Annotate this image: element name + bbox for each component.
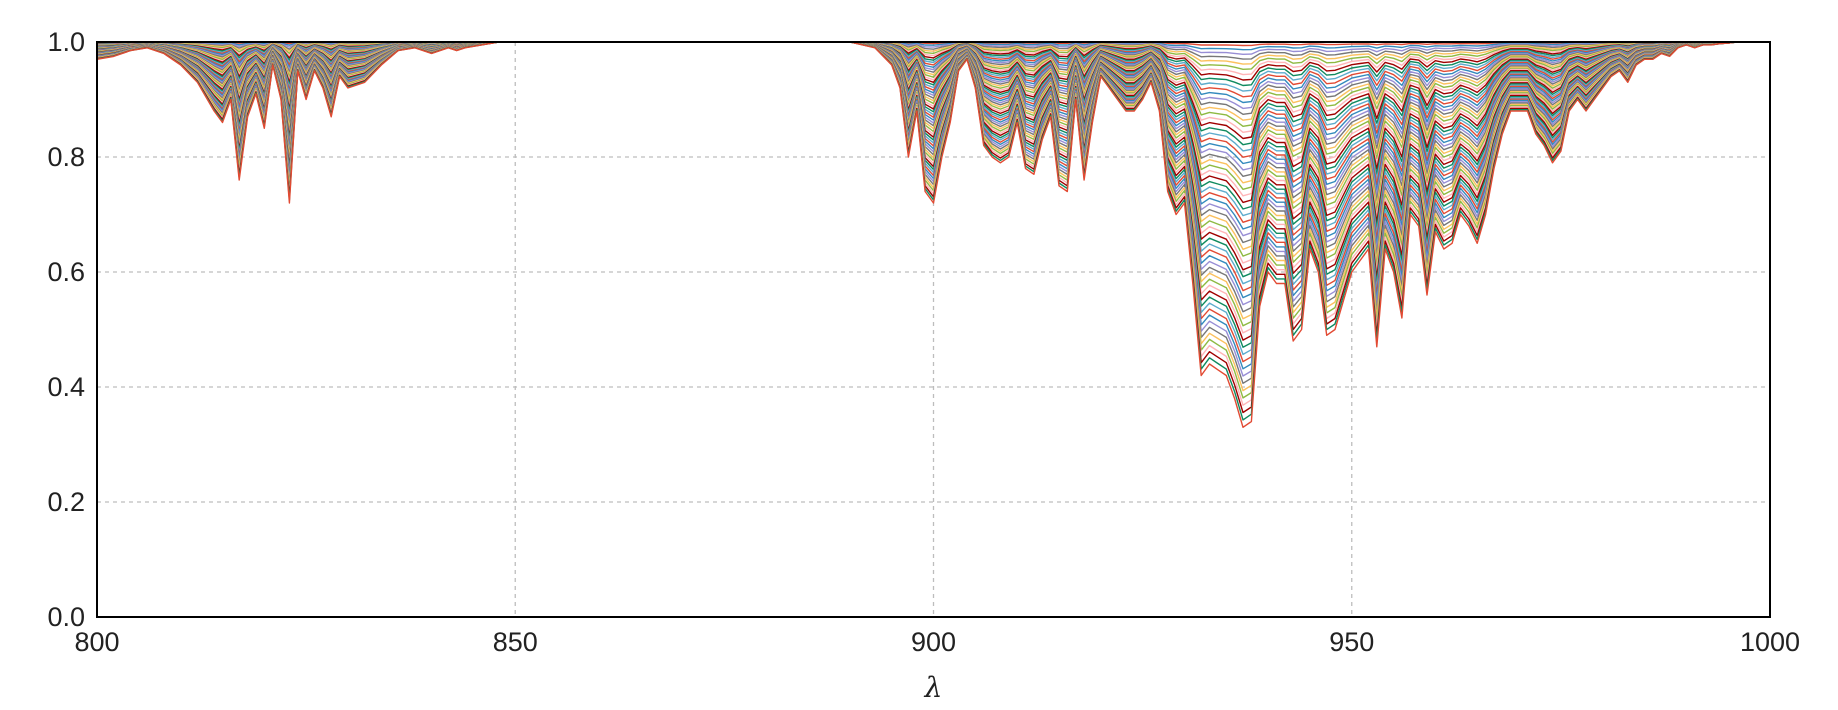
series-layer (96, 41, 1770, 428)
y-tick-labels: 0.0 0.2 0.4 0.6 0.8 1.0 (47, 27, 85, 632)
x-tick-label: 800 (74, 627, 119, 657)
x-tick-label: 850 (493, 627, 538, 657)
y-tick-label: 0.8 (47, 142, 85, 172)
spectrum-series-line (96, 41, 1770, 428)
x-tick-label: 900 (911, 627, 956, 657)
x-tick-labels: 800 850 900 950 1000 (74, 627, 1800, 657)
x-axis-label: λ (924, 671, 943, 704)
y-tick-label: 0.0 (47, 602, 85, 632)
x-tick-label: 950 (1329, 627, 1374, 657)
y-tick-label: 0.4 (47, 372, 85, 402)
y-tick-label: 0.2 (47, 487, 85, 517)
x-tick-label: 1000 (1740, 627, 1800, 657)
y-tick-label: 0.6 (47, 257, 85, 287)
y-tick-label: 1.0 (47, 27, 85, 57)
plot-frame (96, 41, 1771, 618)
